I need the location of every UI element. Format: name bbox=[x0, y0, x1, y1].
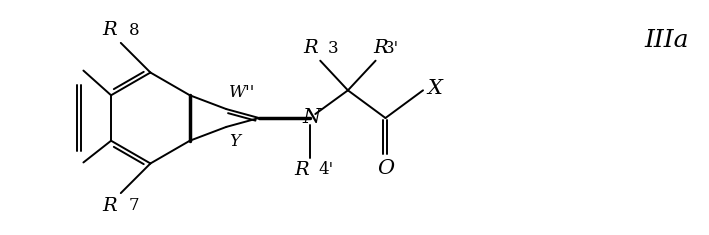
Text: R: R bbox=[102, 197, 117, 215]
Text: R: R bbox=[374, 39, 389, 57]
Text: R: R bbox=[303, 39, 318, 57]
Text: 3': 3' bbox=[384, 40, 398, 57]
Text: Y: Y bbox=[229, 133, 240, 150]
Text: R: R bbox=[295, 161, 309, 180]
Text: X: X bbox=[427, 79, 442, 98]
Text: IIIa: IIIa bbox=[644, 29, 688, 52]
Text: 3: 3 bbox=[328, 40, 339, 57]
Text: 7: 7 bbox=[129, 197, 140, 214]
Text: 4': 4' bbox=[318, 161, 333, 178]
Text: O: O bbox=[377, 160, 394, 179]
Text: R: R bbox=[102, 21, 117, 39]
Text: N: N bbox=[302, 107, 320, 126]
Text: 8: 8 bbox=[129, 22, 140, 39]
Text: W'': W'' bbox=[229, 84, 256, 101]
